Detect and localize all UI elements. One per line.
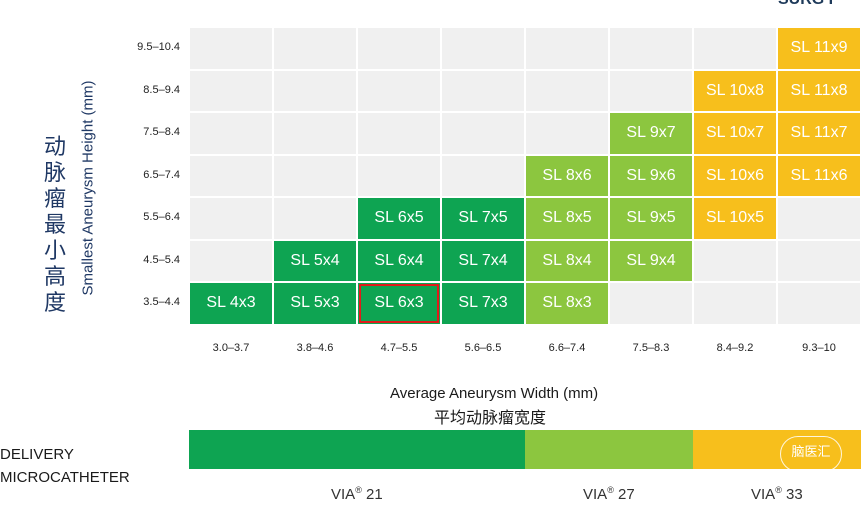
- size-cell-sl-10x8: SL 10x8: [693, 69, 777, 112]
- empty-cell: [441, 112, 525, 155]
- empty-cell: [693, 27, 777, 70]
- empty-cell: [777, 282, 861, 325]
- y-tick-label: 6.5–7.4: [143, 168, 180, 181]
- x-tick-label: 6.6–7.4: [548, 342, 586, 354]
- empty-cell: [189, 154, 273, 197]
- empty-cell: [777, 197, 861, 240]
- empty-cell: [357, 112, 441, 155]
- empty-cell: [609, 282, 693, 325]
- y-tick-label: 5.5–6.4: [143, 211, 180, 224]
- empty-cell: [189, 239, 273, 282]
- y-axis-title-chinese: 动脉瘤最小高度: [43, 134, 66, 315]
- empty-cell: [273, 112, 357, 155]
- x-tick-label: 9.3–10: [802, 342, 836, 354]
- x-axis-title-chinese: 平均动脉瘤宽度: [434, 410, 547, 427]
- size-cell-sl-6x5: SL 6x5: [357, 197, 441, 240]
- empty-cell: [357, 154, 441, 197]
- y-axis-title: Smallest Aneurysm Height (mm): [79, 80, 97, 296]
- empty-cell: [777, 239, 861, 282]
- empty-cell: [357, 27, 441, 70]
- x-tick-label: 3.0–3.7: [212, 342, 250, 354]
- size-cell-sl-9x5: SL 9x5: [609, 197, 693, 240]
- microcatheter-label-via-27: VIA® 27: [583, 485, 635, 503]
- delivery-microcatheter-label: DELIVERY MICROCATHETER: [0, 443, 130, 489]
- size-cell-sl-11x8: SL 11x8: [777, 69, 861, 112]
- empty-cell: [441, 154, 525, 197]
- size-cell-sl-11x7: SL 11x7: [777, 112, 861, 155]
- x-tick-label: 3.8–4.6: [296, 342, 334, 354]
- sizing-chart-grid: SL 11x9 SL 10x8 SL 11x8 SL 9x7 SL 10x7 SL 11x…: [189, 27, 861, 325]
- y-tick-label: 3.5–4.4: [143, 296, 180, 309]
- microcatheter-segment-via-21: [189, 430, 525, 469]
- empty-cell: [189, 197, 273, 240]
- size-cell-sl-6x4: SL 6x4: [357, 239, 441, 282]
- empty-cell: [273, 27, 357, 70]
- y-tick-label: 4.5–5.4: [143, 253, 180, 266]
- y-tick-label: 7.5–8.4: [143, 126, 180, 139]
- empty-cell: [189, 27, 273, 70]
- microcatheter-label-via-33: VIA® 33: [751, 485, 803, 503]
- empty-cell: [525, 27, 609, 70]
- empty-cell: [357, 69, 441, 112]
- size-cell-sl-9x7: SL 9x7: [609, 112, 693, 155]
- empty-cell: [525, 112, 609, 155]
- empty-cell: [273, 197, 357, 240]
- microcatheter-label-via-21: VIA® 21: [331, 485, 383, 503]
- x-tick-label: 7.5–8.3: [632, 342, 670, 354]
- delivery-label-line1: DELIVERY: [0, 446, 74, 463]
- empty-cell: [189, 112, 273, 155]
- empty-cell: [609, 69, 693, 112]
- x-tick-label: 8.4–9.2: [716, 342, 754, 354]
- empty-cell: [525, 69, 609, 112]
- corner-title-fragment: SURG I: [778, 0, 833, 9]
- empty-cell: [609, 27, 693, 70]
- watermark-logo: 脑医汇: [780, 436, 842, 472]
- size-cell-sl-6x3: SL 6x3: [357, 282, 441, 325]
- size-cell-sl-9x6: SL 9x6: [609, 154, 693, 197]
- size-cell-sl-10x5: SL 10x5: [693, 197, 777, 240]
- size-cell-sl-11x9: SL 11x9: [777, 27, 861, 70]
- size-cell-sl-9x4: SL 9x4: [609, 239, 693, 282]
- x-tick-label: 5.6–6.5: [464, 342, 502, 354]
- size-cell-sl-7x3: SL 7x3: [441, 282, 525, 325]
- empty-cell: [693, 239, 777, 282]
- size-cell-sl-7x4: SL 7x4: [441, 239, 525, 282]
- size-cell-sl-5x4: SL 5x4: [273, 239, 357, 282]
- size-cell-sl-11x6: SL 11x6: [777, 154, 861, 197]
- empty-cell: [273, 69, 357, 112]
- empty-cell: [273, 154, 357, 197]
- size-cell-sl-8x5: SL 8x5: [525, 197, 609, 240]
- size-cell-sl-4x3: SL 4x3: [189, 282, 273, 325]
- y-tick-label: 8.5–9.4: [143, 83, 180, 96]
- empty-cell: [441, 27, 525, 70]
- size-cell-sl-8x3: SL 8x3: [525, 282, 609, 325]
- x-tick-label: 4.7–5.5: [380, 342, 418, 354]
- empty-cell: [441, 69, 525, 112]
- size-cell-sl-5x3: SL 5x3: [273, 282, 357, 325]
- size-cell-sl-8x4: SL 8x4: [525, 239, 609, 282]
- size-cell-sl-8x6: SL 8x6: [525, 154, 609, 197]
- size-cell-sl-7x5: SL 7x5: [441, 197, 525, 240]
- x-axis-title: Average Aneurysm Width (mm): [390, 385, 599, 402]
- size-cell-sl-10x7: SL 10x7: [693, 112, 777, 155]
- y-tick-label: 9.5–10.4: [137, 41, 180, 54]
- size-cell-sl-10x6: SL 10x6: [693, 154, 777, 197]
- empty-cell: [693, 282, 777, 325]
- empty-cell: [189, 69, 273, 112]
- delivery-label-line2: MICROCATHETER: [0, 469, 130, 486]
- microcatheter-segment-via-27: [525, 430, 693, 469]
